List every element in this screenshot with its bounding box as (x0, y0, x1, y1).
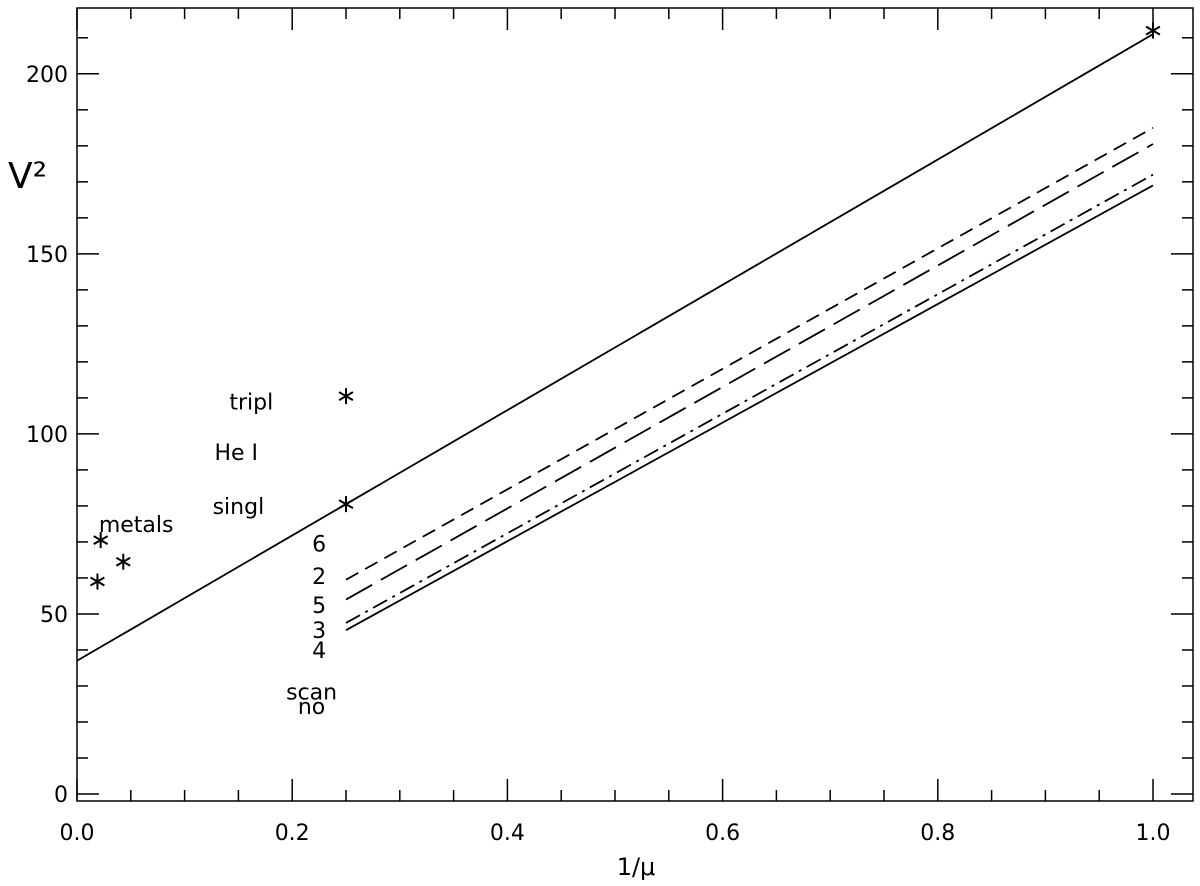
marker-stroke (93, 535, 109, 545)
x-tick-label: 0.4 (490, 821, 525, 846)
tick-labels: 0.0 0.2 0.4 0.6 0.8 1.0 0 50 100 150 200 (26, 63, 1171, 846)
annotation-label: 3 (312, 619, 326, 644)
asterisk-marker (1145, 22, 1161, 39)
series-line-dashed (345, 127, 1154, 581)
series-line-solid (345, 184, 1154, 631)
x-tick-label: 0.2 (275, 821, 310, 846)
y-tick-label: 100 (26, 423, 68, 448)
asterisk-marker (115, 553, 131, 570)
annotation-label: metals (99, 513, 174, 538)
annotation-label: no (298, 695, 325, 720)
annotation-label: 6 (312, 533, 326, 558)
annotation-label: 4 (312, 639, 326, 664)
marker-stroke (338, 391, 354, 401)
series-line-dash-dot (345, 173, 1154, 624)
y-tick-label: 50 (40, 603, 68, 628)
marker-stroke (338, 499, 354, 509)
x-axis-label: 1/μ (617, 853, 656, 881)
annotation-label: He I (214, 441, 258, 466)
x-tick-label: 0.8 (920, 821, 955, 846)
y-tick-label: 200 (26, 63, 68, 88)
series-line-long-dashed (345, 143, 1154, 601)
x-tick-label: 0.6 (705, 821, 740, 846)
series (76, 33, 1154, 662)
asterisk-marker (338, 496, 354, 513)
y-tick-label: 0 (54, 783, 68, 808)
plot-frame (76, 7, 1194, 802)
series-line-solid (76, 33, 1154, 662)
points (90, 22, 1161, 590)
annotation-label: scan (286, 680, 337, 705)
x-tick-label: 1.0 (1136, 821, 1171, 846)
annotation-label: tripl (229, 390, 273, 415)
y-axis-label: V² (8, 156, 47, 197)
ticks (76, 8, 1193, 801)
marker-stroke (115, 556, 131, 567)
y-tick-label: 150 (26, 243, 68, 268)
marker-stroke (90, 576, 105, 587)
asterisk-marker (90, 573, 105, 590)
annotation-label: 5 (312, 594, 326, 619)
annotation-label: 2 (312, 565, 326, 590)
asterisk-marker (93, 532, 109, 549)
marker-stroke (1145, 25, 1161, 36)
annotation-label: singl (213, 495, 265, 520)
asterisk-marker (338, 388, 354, 405)
x-tick-label: 0.0 (60, 821, 95, 846)
